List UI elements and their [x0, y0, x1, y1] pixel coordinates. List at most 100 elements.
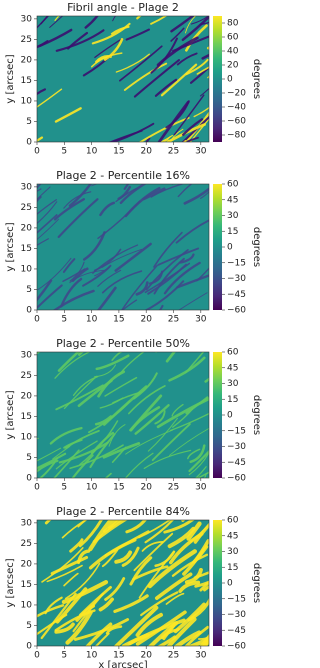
- texture: [101, 248, 143, 268]
- colorbar-tick-label: 0: [227, 243, 233, 253]
- texture: [125, 520, 147, 534]
- texture: [91, 184, 98, 187]
- texture: [185, 16, 197, 34]
- x-tick-label: 10: [86, 147, 98, 157]
- texture: [134, 404, 170, 435]
- texture: [94, 415, 113, 426]
- texture: [77, 520, 88, 528]
- panel-title: Fibril angle - Plage 2: [67, 1, 179, 14]
- texture: [203, 473, 207, 478]
- texture: [37, 452, 67, 470]
- y-tick-label: 25: [21, 35, 32, 45]
- texture: [158, 304, 164, 310]
- x-tick-label: 0: [34, 483, 40, 493]
- texture: [135, 612, 163, 638]
- texture: [98, 597, 114, 612]
- texture: [142, 187, 166, 201]
- texture: [102, 385, 148, 426]
- texture: [133, 532, 174, 572]
- texture: [102, 442, 141, 459]
- texture: [200, 191, 209, 199]
- colorbar-tick-label: −30: [227, 610, 246, 620]
- texture: [151, 423, 191, 462]
- y-tick-label: 5: [26, 453, 32, 463]
- x-tick-label: 15: [113, 315, 124, 325]
- colorbar-tick-label: 20: [227, 61, 239, 71]
- texture: [186, 521, 202, 541]
- texture: [173, 630, 202, 646]
- colorbar-tick-label: −60: [227, 117, 246, 127]
- texture: [154, 410, 166, 425]
- texture: [82, 264, 112, 287]
- texture: [150, 37, 178, 74]
- texture: [37, 284, 63, 310]
- colorbar-tick-label: 80: [227, 19, 239, 29]
- y-tick-label: 15: [21, 76, 32, 86]
- texture: [84, 16, 99, 29]
- texture: [89, 433, 116, 469]
- colorbar-tick-label: 15: [227, 395, 238, 405]
- texture: [114, 605, 159, 646]
- texture: [39, 28, 73, 47]
- texture: [78, 520, 103, 548]
- texture: [55, 29, 105, 52]
- colorbar: [213, 184, 222, 310]
- texture: [92, 244, 139, 274]
- colorbar-tick-label: 60: [227, 33, 239, 43]
- texture: [104, 472, 112, 478]
- texture: [150, 184, 183, 198]
- texture: [184, 625, 209, 646]
- texture: [184, 352, 205, 374]
- panel-title: Plage 2 - Percentile 16%: [56, 169, 190, 182]
- texture: [37, 238, 49, 246]
- texture: [143, 449, 192, 470]
- texture: [71, 267, 89, 282]
- texture: [125, 429, 173, 455]
- texture: [97, 370, 126, 398]
- colorbar-tick-label: 30: [227, 547, 239, 557]
- texture: [196, 66, 209, 75]
- texture: [104, 577, 126, 601]
- texture: [37, 186, 51, 200]
- texture: [179, 253, 195, 264]
- x-tick-label: 5: [61, 147, 67, 157]
- x-tick-label: 30: [195, 315, 207, 325]
- texture: [71, 454, 94, 478]
- x-tick-label: 10: [86, 315, 98, 325]
- x-axis-label: x [arcsec]: [98, 660, 147, 668]
- texture: [182, 118, 204, 136]
- texture: [138, 116, 190, 142]
- plot-frame: [36, 183, 210, 311]
- texture: [163, 520, 195, 534]
- x-tick-label: 20: [140, 147, 152, 157]
- texture: [62, 258, 76, 273]
- texture: [171, 408, 194, 428]
- texture: [58, 441, 109, 464]
- texture: [183, 187, 209, 205]
- texture: [41, 547, 84, 583]
- texture: [123, 62, 168, 91]
- texture: [37, 16, 50, 29]
- colorbar-tick-label: 30: [227, 211, 239, 221]
- texture: [73, 618, 130, 641]
- texture: [69, 444, 124, 470]
- texture: [183, 136, 199, 142]
- panel-title: Plage 2 - Percentile 50%: [56, 337, 190, 350]
- texture: [196, 471, 209, 478]
- texture: [99, 201, 116, 217]
- texture: [44, 520, 52, 525]
- texture: [101, 548, 119, 568]
- y-tick-label: 20: [21, 391, 33, 401]
- texture: [60, 277, 83, 308]
- texture: [132, 565, 169, 581]
- texture: [125, 28, 150, 41]
- texture: [54, 609, 96, 632]
- colorbar-tick-label: 60: [227, 516, 239, 526]
- texture: [105, 625, 123, 635]
- texture: [160, 63, 198, 97]
- colorbar-tick-label: 30: [227, 379, 239, 389]
- texture: [193, 522, 209, 544]
- texture: [57, 198, 99, 239]
- texture: [72, 375, 99, 396]
- texture: [112, 16, 116, 22]
